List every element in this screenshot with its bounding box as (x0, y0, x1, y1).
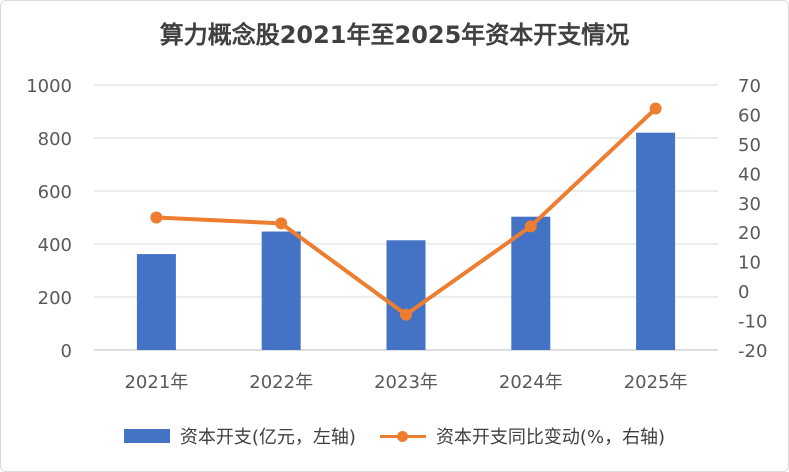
line-point (649, 102, 662, 115)
bar (511, 216, 551, 350)
legend-label-yoy: 资本开支同比变动(%，右轴) (435, 427, 666, 448)
legend-item-capex: 资本开支(亿元，左轴) (123, 423, 356, 449)
right-tick-label: 30 (738, 194, 761, 215)
line-point (275, 217, 288, 230)
right-tick-label: 10 (738, 253, 761, 274)
bar (136, 254, 176, 350)
right-tick-label: 70 (738, 76, 761, 97)
left-tick-label: 800 (38, 129, 72, 150)
right-tick-label: -20 (738, 341, 767, 362)
line-point (150, 211, 163, 224)
chart-title: 算力概念股2021年至2025年资本开支情况 (159, 21, 630, 49)
bar (386, 240, 426, 350)
x-axis: 2021年 2022年 2023年 2024年 2025年 (124, 372, 687, 393)
line-point (400, 308, 412, 321)
bar (261, 231, 301, 350)
right-tick-label: 0 (738, 282, 749, 303)
left-tick-label: 1000 (26, 76, 72, 97)
legend-item-yoy: 资本开支同比变动(%，右轴) (379, 423, 666, 449)
left-axis: 0 200 400 600 800 1000 (26, 76, 72, 362)
left-tick-label: 600 (38, 182, 72, 203)
right-tick-label: 20 (738, 223, 761, 244)
left-tick-label: 400 (38, 235, 72, 256)
right-tick-label: 50 (738, 135, 761, 156)
right-tick-label: -10 (738, 312, 767, 333)
x-tick-label: 2023年 (374, 372, 438, 393)
right-tick-label: 40 (738, 164, 761, 185)
x-tick-label: 2021年 (124, 372, 188, 393)
x-tick-label: 2024年 (499, 372, 563, 393)
bar-series (136, 132, 676, 350)
bar (636, 132, 676, 350)
legend: 资本开支(亿元，左轴) 资本开支同比变动(%，右轴) (1, 421, 788, 451)
legend-line-swatch (379, 429, 426, 443)
left-tick-label: 0 (61, 341, 72, 362)
line-series (150, 102, 662, 321)
x-tick-label: 2025年 (624, 372, 688, 393)
legend-bar-swatch (123, 429, 170, 443)
legend-label-capex: 资本开支(亿元，左轴) (179, 427, 356, 448)
line-point (524, 220, 537, 233)
right-axis: -20 -10 0 10 20 30 40 50 60 70 (738, 76, 767, 362)
left-tick-label: 200 (38, 288, 72, 309)
x-tick-label: 2022年 (249, 372, 313, 393)
right-tick-label: 60 (738, 105, 761, 126)
